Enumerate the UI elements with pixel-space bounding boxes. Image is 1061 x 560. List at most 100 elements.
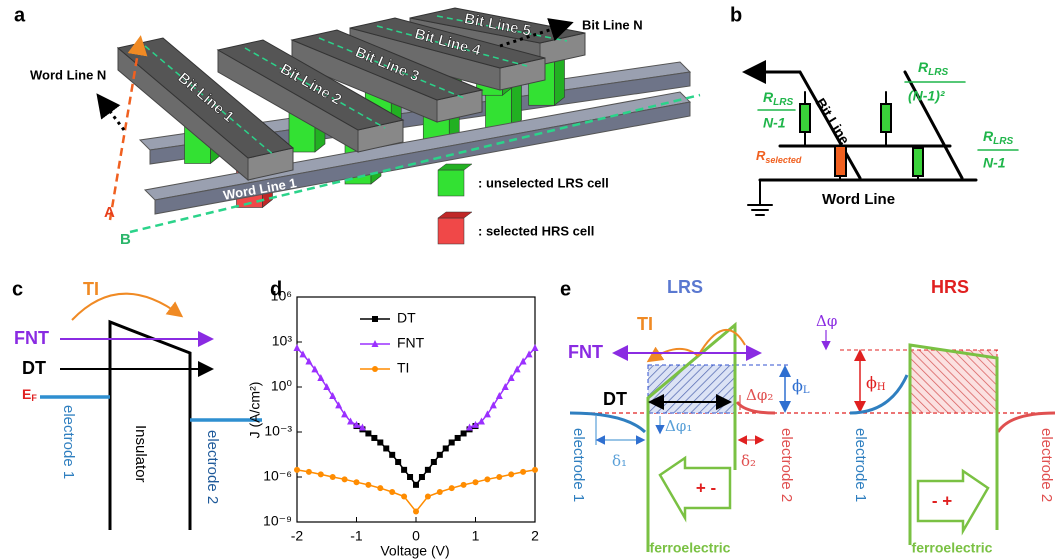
y-tick-label: 10⁶ <box>271 288 292 304</box>
data-point <box>294 467 300 473</box>
data-point <box>365 430 371 436</box>
data-point <box>425 467 431 473</box>
delta-phi-1: Δφ₁ <box>665 417 692 435</box>
legend-cube <box>438 218 464 244</box>
phi-h: ϕH <box>866 373 886 393</box>
data-point <box>383 445 389 451</box>
data-point <box>437 452 443 458</box>
data-point <box>425 494 431 500</box>
bit-line-label: Bit Line <box>812 95 853 147</box>
data-point <box>461 482 467 488</box>
panel-label: a <box>14 4 26 26</box>
word-line-n: Word Line N <box>30 67 106 82</box>
data-point <box>401 467 407 473</box>
arrow <box>100 98 124 130</box>
electrode-label: electrode 1 <box>60 405 77 479</box>
denominator: (N-1)² <box>908 88 945 104</box>
polarity: - + <box>932 491 952 510</box>
data-point <box>520 469 526 475</box>
panel-label: e <box>560 278 571 300</box>
panel-label: b <box>730 4 742 26</box>
plot-frame <box>297 297 535 522</box>
panel-c: c TI FNT DT EF electrode 1 Insulator ele… <box>12 278 262 530</box>
dt-label: DT <box>22 358 46 378</box>
array-drawing: Bit Line 5Bit Line 4Bit Line 3Bit Line 2… <box>110 8 700 244</box>
delta-phi-2: Δφ₂ <box>746 386 773 404</box>
fnt-label: FNT <box>14 328 49 348</box>
resistor <box>913 148 923 176</box>
ferroelectric-label: ferroelectric <box>912 540 993 556</box>
legend-cube <box>438 170 464 196</box>
data-point <box>532 467 538 473</box>
panel-b: b Bit Line Word Line RLRS N-1 RLRS (N-1)… <box>730 4 1018 215</box>
ti-label: TI <box>637 314 653 334</box>
data-point <box>395 459 401 465</box>
phi-sub: H <box>877 382 886 393</box>
data-point <box>365 482 371 488</box>
x-axis-label: Voltage (V) <box>380 543 449 559</box>
series-line <box>297 348 535 428</box>
phi: ϕ <box>792 376 803 395</box>
y-tick-label: 10³ <box>272 333 293 349</box>
denominator: N-1 <box>983 155 1006 171</box>
path-b: B <box>120 231 131 248</box>
data-point <box>413 509 419 515</box>
figure: a Bit Line 5Bit Line 4Bit Line 3Bit Line… <box>0 0 1061 560</box>
lrs-label: LRS <box>667 277 703 297</box>
delta-2: δ₂ <box>741 452 756 470</box>
legend-label: FNT <box>397 335 425 351</box>
data-point <box>354 479 360 485</box>
data-point <box>496 474 502 480</box>
resistor <box>835 146 846 176</box>
legend-cube <box>438 164 472 170</box>
data-point <box>330 474 336 480</box>
x-tick-label: -2 <box>291 528 304 544</box>
y-tick-label: 10⁰ <box>271 378 293 394</box>
phi: ϕ <box>866 373 877 392</box>
word-line-label: Word Line <box>822 191 895 208</box>
e-sub: F <box>31 393 37 403</box>
resistance: Rselected <box>756 148 802 165</box>
legend-text: : unselected LRS cell <box>478 175 609 190</box>
fermi-label: EF <box>22 386 37 404</box>
fnt-label: FNT <box>568 342 603 362</box>
legend-marker <box>372 366 378 372</box>
barrier-area <box>910 350 997 413</box>
x-tick-label: 1 <box>472 528 480 544</box>
data-point <box>371 435 377 441</box>
data-point <box>407 474 413 480</box>
data-point <box>419 474 425 480</box>
phi-sub: L <box>803 385 810 396</box>
delta-phi: Δφ <box>816 312 837 330</box>
data-point <box>389 452 395 458</box>
data-point <box>306 469 312 475</box>
legend-text: : selected HRS cell <box>478 223 594 238</box>
bit-line-n: Bit Line N <box>582 17 643 32</box>
r-sub: LRS <box>773 97 793 108</box>
electrode-label: electrode 1 <box>852 428 869 502</box>
electrode-label: electrode 1 <box>570 428 587 502</box>
data-point <box>473 479 479 485</box>
r-sub: LRS <box>993 136 1013 147</box>
resistor <box>800 104 810 132</box>
data-point <box>318 471 324 477</box>
barrier <box>648 325 735 552</box>
data-point <box>413 482 419 488</box>
data-point <box>401 494 407 500</box>
hrs-label: HRS <box>931 277 969 297</box>
ti-label: TI <box>83 279 99 299</box>
panel-e: e LRS HRS TI FNT DT Δφ ϕL ϕH Δφ₂ <box>560 277 1055 556</box>
data-point <box>461 430 467 436</box>
y-axis-label: J (A/cm²) <box>247 382 263 439</box>
y-tick-label: 10⁻³ <box>264 423 292 439</box>
data-point <box>455 435 461 441</box>
data-point <box>449 439 455 445</box>
r-sub: selected <box>765 155 802 165</box>
denominator: N-1 <box>763 115 786 131</box>
resistance: RLRS <box>983 128 1013 147</box>
data-point <box>532 344 539 351</box>
ti-arrow <box>650 349 698 360</box>
ferroelectric-label: ferroelectric <box>650 540 731 556</box>
x-tick-label: -1 <box>350 528 363 544</box>
